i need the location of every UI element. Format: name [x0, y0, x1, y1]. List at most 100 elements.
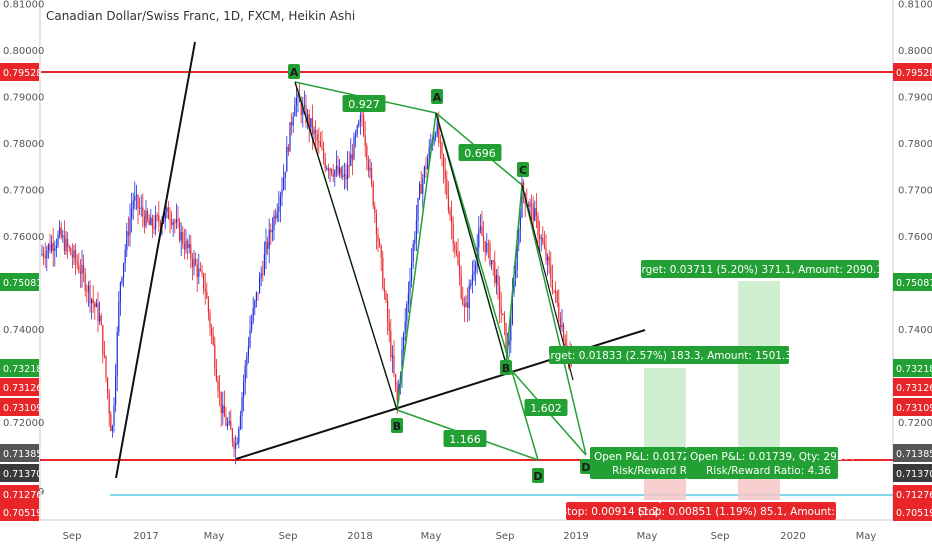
right-price-tag-box [893, 464, 932, 482]
candle-body [257, 292, 259, 294]
candle-body [422, 178, 424, 194]
pattern-point-box [580, 459, 592, 474]
candle-body [427, 158, 429, 169]
candle-body [420, 184, 422, 194]
candle-body [534, 208, 536, 221]
candle-body [417, 198, 419, 221]
candle-body [214, 344, 216, 369]
candle-body [387, 300, 389, 322]
candle-body [129, 218, 131, 236]
candle-body [505, 322, 507, 348]
candle-body [518, 229, 520, 245]
candle-body [59, 227, 61, 235]
candle-body [419, 184, 421, 199]
candle-body [502, 313, 504, 316]
left-price-tag-label: 0.71370 [3, 469, 42, 480]
candle-body [337, 165, 339, 174]
candle-body [374, 206, 376, 214]
candle-body [230, 421, 232, 430]
candle-body [537, 216, 539, 236]
candle-body [75, 250, 77, 262]
harmonic-pattern-group [294, 81, 587, 461]
position1-stop-label-box [566, 502, 660, 520]
candle-body [543, 243, 545, 248]
right-price-tag-box [893, 485, 932, 503]
candle-body [233, 441, 235, 449]
candle-body [63, 235, 65, 251]
candle-body [459, 264, 461, 276]
candle-body [331, 169, 333, 174]
candle-body [423, 166, 425, 179]
candle-body [363, 115, 365, 135]
candle-body [539, 235, 541, 239]
candle-body [49, 244, 51, 251]
candle-body [460, 275, 462, 298]
position1-open-box [590, 447, 686, 479]
candle-body [475, 264, 477, 272]
candle-body [51, 243, 53, 251]
candle-body [550, 265, 552, 280]
candle-body [209, 312, 211, 328]
candle-body [201, 270, 203, 274]
position1-profit-zone [644, 368, 686, 460]
candle-body [47, 244, 49, 251]
candle-body [187, 240, 189, 248]
candle-body [239, 415, 241, 429]
candle-body [244, 365, 246, 383]
candle-body [494, 261, 496, 283]
pattern1-leg-ab[interactable] [396, 112, 437, 411]
x-tick-label: 2019 [563, 531, 588, 542]
candle-body [92, 299, 94, 304]
candle-body [151, 217, 153, 228]
candle-body [270, 229, 272, 233]
candle-body [116, 331, 118, 377]
candle-body [259, 277, 261, 294]
x-tick-label: Sep [711, 531, 730, 542]
candle-body [553, 290, 555, 292]
candle-body [163, 220, 165, 223]
pattern2-leg[interactable] [521, 184, 587, 456]
pattern1-leg-bc[interactable] [435, 112, 539, 461]
right-y-tick-label: 0.77000 [898, 186, 932, 197]
right-price-tag-box [893, 444, 932, 462]
candle-body [135, 195, 137, 197]
x-tick-label: 2020 [780, 531, 805, 542]
steep-trend-line[interactable] [115, 41, 196, 479]
candle-body [190, 244, 192, 260]
pattern2-leg[interactable] [505, 184, 523, 365]
candle-body [487, 243, 489, 245]
left-price-tag-label: 0.71385 [3, 449, 42, 460]
left-price-tag-box [0, 378, 39, 396]
candle-body [276, 211, 278, 219]
candle-body [478, 229, 480, 248]
candle-body [358, 121, 360, 126]
right-price-tag-label: 0.71385 [896, 449, 932, 460]
candle-body [52, 243, 54, 252]
candle-body [462, 297, 464, 305]
right-y-tick-label: 0.72000 [898, 418, 932, 429]
candle-body [238, 428, 240, 443]
candle-body [499, 285, 501, 308]
left-price-tag-box [0, 464, 39, 482]
candle-body [428, 147, 430, 159]
candle-body [491, 260, 493, 265]
x-tick-label: May [421, 531, 442, 542]
candle-body [308, 114, 310, 128]
right-price-tag-box [893, 378, 932, 396]
left-y-tick-label: 0.78000 [3, 139, 44, 150]
candle-body [369, 167, 371, 171]
candle-body [515, 270, 517, 278]
candle-body [41, 253, 43, 255]
candle-body [121, 277, 123, 283]
candle-body [564, 339, 566, 345]
candle-body [523, 181, 525, 194]
candle-body [347, 165, 349, 180]
position1-target-label: Target: 0.01833 (2.57%) 183.3, Amount: 1… [538, 350, 799, 362]
left-price-tag-label: 0.75081 [3, 278, 42, 289]
candle-body [287, 146, 289, 152]
candle-body [351, 154, 353, 160]
candle-body [486, 243, 488, 253]
candle-body [556, 291, 558, 303]
candle-body [379, 241, 381, 246]
